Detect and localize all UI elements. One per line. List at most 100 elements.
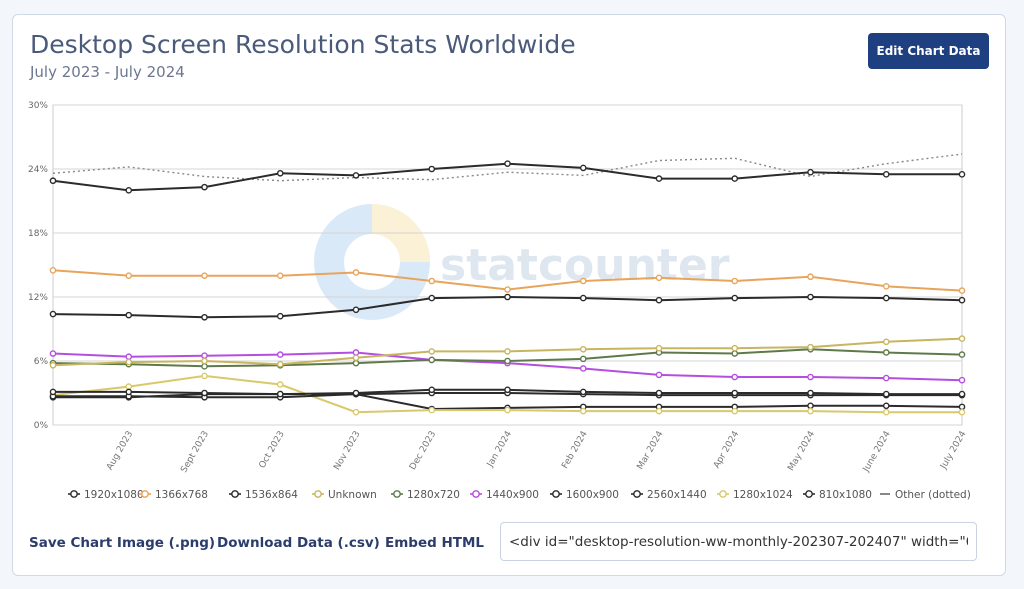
data-point[interactable]: [352, 408, 360, 416]
data-point[interactable]: [201, 372, 208, 380]
data-point[interactable]: [125, 358, 133, 366]
data-point[interactable]: [201, 272, 208, 279]
data-point[interactable]: [579, 407, 587, 415]
data-point[interactable]: [125, 388, 133, 396]
data-point[interactable]: [504, 348, 511, 355]
data-point[interactable]: [276, 360, 284, 368]
data-point[interactable]: [958, 376, 966, 384]
download-data-link[interactable]: Download Data (.csv): [217, 535, 380, 551]
data-point[interactable]: [504, 357, 511, 365]
legend-item[interactable]: 2560x1440: [647, 489, 707, 501]
data-point[interactable]: [352, 172, 360, 179]
data-point[interactable]: [352, 306, 360, 314]
data-point[interactable]: [655, 274, 663, 282]
data-point[interactable]: [428, 386, 436, 394]
data-point[interactable]: [958, 351, 966, 358]
data-point[interactable]: [352, 389, 360, 397]
data-point[interactable]: [731, 373, 739, 381]
data-point[interactable]: [655, 407, 663, 415]
data-point[interactable]: [125, 187, 133, 194]
data-point[interactable]: [807, 168, 814, 176]
data-point[interactable]: [579, 164, 587, 172]
data-point[interactable]: [276, 169, 284, 177]
data-point[interactable]: [579, 345, 587, 353]
data-point[interactable]: [49, 361, 57, 369]
data-point[interactable]: [49, 177, 57, 185]
data-point[interactable]: [958, 403, 966, 411]
data-point[interactable]: [655, 175, 663, 182]
legend-item[interactable]: Unknown: [328, 489, 377, 501]
data-point[interactable]: [49, 267, 57, 274]
data-point[interactable]: [125, 353, 133, 361]
data-point[interactable]: [428, 165, 436, 173]
data-point[interactable]: [958, 335, 966, 342]
data-point[interactable]: [579, 388, 587, 396]
data-point[interactable]: [352, 354, 360, 362]
data-point[interactable]: [276, 381, 284, 388]
data-point[interactable]: [958, 287, 966, 294]
data-point[interactable]: [504, 386, 511, 394]
data-point[interactable]: [428, 356, 436, 364]
legend-item[interactable]: Other (dotted): [895, 489, 971, 501]
data-point[interactable]: [731, 407, 739, 415]
data-point[interactable]: [201, 352, 208, 359]
data-point[interactable]: [276, 351, 284, 358]
data-point[interactable]: [807, 402, 814, 410]
data-point[interactable]: [276, 390, 284, 398]
data-point[interactable]: [201, 389, 208, 397]
data-point[interactable]: [49, 310, 57, 318]
data-point[interactable]: [882, 171, 890, 178]
data-point[interactable]: [201, 357, 208, 365]
data-point[interactable]: [807, 273, 814, 281]
legend-item[interactable]: 810x1080: [819, 489, 872, 501]
legend-item[interactable]: 1920x1080: [84, 489, 144, 501]
data-point[interactable]: [807, 389, 814, 397]
data-point[interactable]: [731, 350, 739, 357]
data-point[interactable]: [731, 294, 739, 302]
data-point[interactable]: [731, 277, 739, 285]
data-point[interactable]: [276, 312, 284, 320]
data-point[interactable]: [655, 296, 663, 304]
data-point[interactable]: [807, 407, 814, 415]
data-point[interactable]: [731, 389, 739, 397]
data-point[interactable]: [49, 350, 57, 357]
data-point[interactable]: [882, 283, 890, 290]
data-point[interactable]: [579, 355, 587, 363]
data-point[interactable]: [428, 348, 436, 355]
data-point[interactable]: [504, 406, 511, 414]
data-point[interactable]: [882, 374, 890, 382]
data-point[interactable]: [504, 160, 511, 167]
legend-item[interactable]: 1280x720: [407, 489, 460, 501]
data-point[interactable]: [958, 390, 966, 398]
data-point[interactable]: [655, 344, 663, 352]
data-point[interactable]: [655, 389, 663, 397]
data-point[interactable]: [882, 349, 890, 356]
save-chart-image-link[interactable]: Save Chart Image (.png): [29, 535, 216, 551]
data-point[interactable]: [49, 388, 57, 396]
data-point[interactable]: [731, 344, 739, 352]
data-point[interactable]: [428, 406, 436, 414]
data-point[interactable]: [731, 175, 739, 182]
edit-chart-data-button[interactable]: Edit Chart Data: [868, 33, 989, 69]
data-point[interactable]: [882, 402, 890, 410]
data-point[interactable]: [807, 373, 814, 381]
data-point[interactable]: [201, 183, 208, 191]
data-point[interactable]: [428, 294, 436, 302]
data-point[interactable]: [504, 286, 511, 293]
data-point[interactable]: [958, 171, 966, 178]
data-point[interactable]: [882, 390, 890, 398]
data-point[interactable]: [807, 293, 814, 301]
data-point[interactable]: [201, 363, 208, 370]
data-point[interactable]: [655, 371, 663, 379]
data-point[interactable]: [579, 294, 587, 302]
data-point[interactable]: [125, 383, 133, 390]
data-point[interactable]: [201, 313, 208, 321]
data-point[interactable]: [504, 293, 511, 301]
legend-item[interactable]: 1536x864: [245, 489, 298, 501]
data-point[interactable]: [882, 294, 890, 302]
data-point[interactable]: [352, 349, 360, 356]
data-point[interactable]: [579, 365, 587, 372]
legend-item[interactable]: 1280x1024: [733, 489, 793, 501]
data-point[interactable]: [958, 296, 966, 304]
data-point[interactable]: [125, 272, 133, 279]
